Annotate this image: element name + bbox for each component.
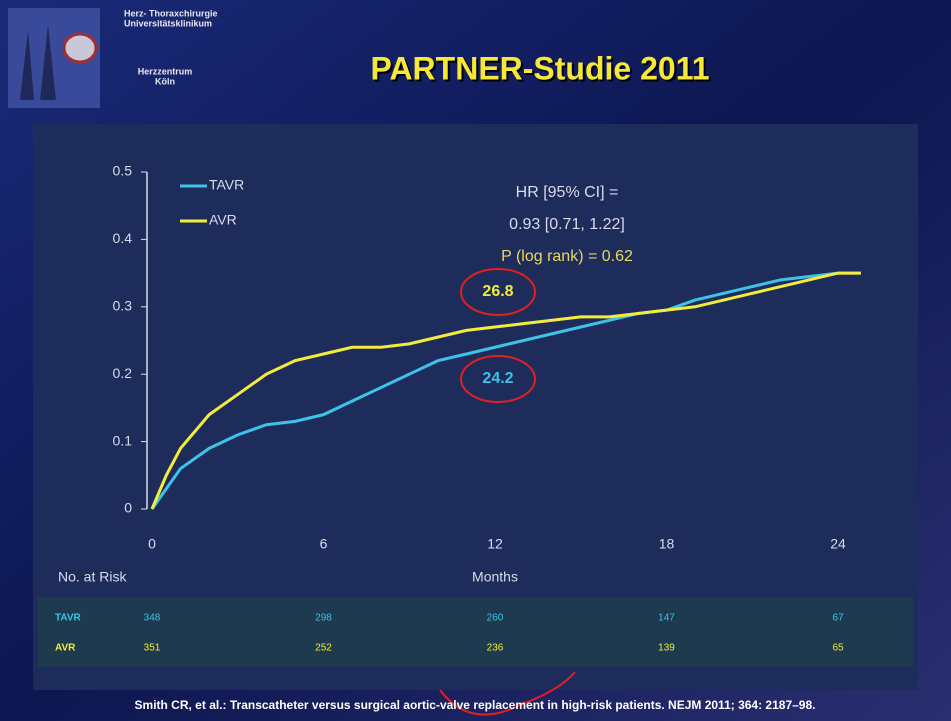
x-tick-label: 6 bbox=[320, 536, 328, 552]
logo-heart bbox=[64, 34, 96, 62]
y-tick-label: 0.3 bbox=[113, 298, 133, 314]
y-tick-label: 0 bbox=[124, 500, 132, 516]
y-tick-label: 0.2 bbox=[113, 365, 133, 381]
institution: Universitätsklinikum bbox=[124, 18, 212, 28]
callout: 24.2 bbox=[482, 370, 513, 387]
risk-row-label: AVR bbox=[55, 643, 76, 654]
risk-value: 298 bbox=[315, 613, 332, 624]
x-tick-label: 0 bbox=[148, 536, 156, 552]
x-tick-label: 24 bbox=[830, 536, 846, 552]
risk-value: 260 bbox=[487, 613, 504, 624]
annotation: 0.93 [0.71, 1.22] bbox=[509, 216, 625, 233]
callout: 26.8 bbox=[482, 283, 513, 300]
risk-value: 65 bbox=[832, 643, 844, 654]
title: PARTNER-Studie 2011 bbox=[370, 50, 709, 86]
risk-value: 351 bbox=[144, 643, 161, 654]
risk-value: 236 bbox=[487, 643, 504, 654]
risk-value: 348 bbox=[144, 613, 161, 624]
risk-table bbox=[38, 597, 913, 667]
x-tick-label: 18 bbox=[659, 536, 675, 552]
risk-row-label: TAVR bbox=[55, 613, 82, 624]
risk-title: No. at Risk bbox=[58, 569, 127, 585]
center: Köln bbox=[155, 76, 175, 86]
annotation: P (log rank) = 0.62 bbox=[501, 248, 633, 265]
annotation: HR [95% CI] = bbox=[516, 184, 619, 201]
y-tick-label: 0.4 bbox=[113, 230, 133, 246]
x-axis-label: Months bbox=[472, 569, 518, 585]
risk-value: 139 bbox=[658, 643, 675, 654]
legend-label: AVR bbox=[209, 212, 237, 228]
citation: Smith CR, et al.: Transcatheter versus s… bbox=[135, 698, 816, 712]
center: Herzzentrum bbox=[138, 66, 193, 76]
institution: Herz- Thoraxchirurgie bbox=[124, 8, 218, 18]
y-tick-label: 0.5 bbox=[113, 163, 133, 179]
legend-label: TAVR bbox=[209, 177, 244, 193]
risk-value: 252 bbox=[315, 643, 332, 654]
slide: Herz- Thoraxchirurgie Universitätsklinik… bbox=[0, 0, 951, 721]
y-tick-label: 0.1 bbox=[113, 432, 133, 448]
x-tick-label: 12 bbox=[487, 536, 503, 552]
risk-value: 147 bbox=[658, 613, 675, 624]
risk-value: 67 bbox=[832, 613, 844, 624]
